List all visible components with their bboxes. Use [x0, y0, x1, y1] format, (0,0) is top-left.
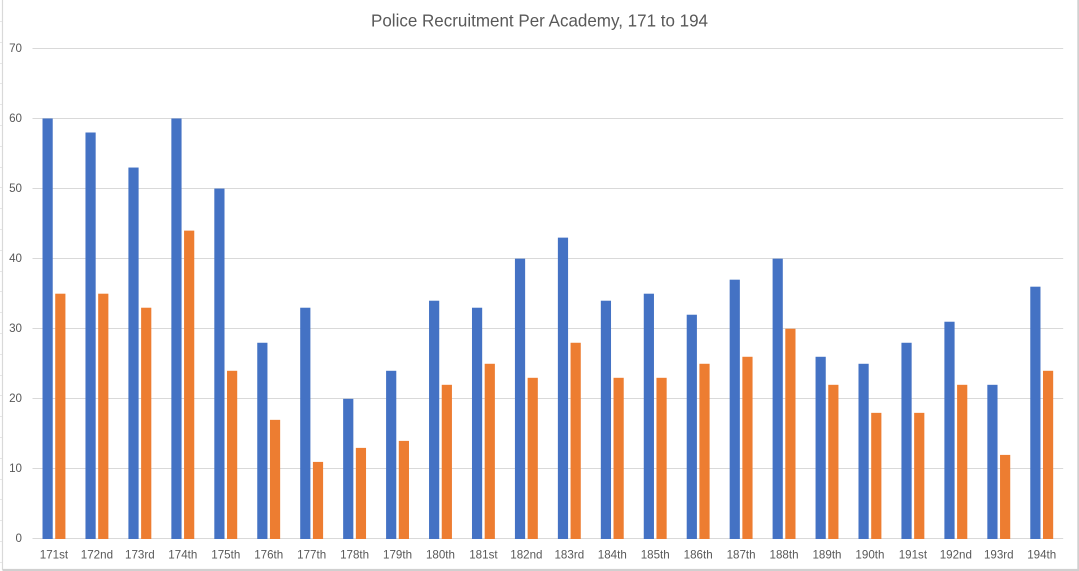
svg-text:188th: 188th — [770, 548, 799, 561]
svg-text:Police Recruitment Per Academy: Police Recruitment Per Academy, 171 to 1… — [371, 11, 708, 31]
svg-text:40: 40 — [9, 252, 22, 265]
svg-text:172nd: 172nd — [81, 548, 113, 561]
svg-text:181st: 181st — [469, 548, 498, 561]
svg-text:180th: 180th — [426, 548, 455, 561]
svg-text:178th: 178th — [340, 548, 369, 561]
svg-text:30: 30 — [9, 322, 22, 335]
svg-text:184th: 184th — [598, 548, 627, 561]
svg-text:189th: 189th — [812, 548, 841, 561]
svg-text:190th: 190th — [855, 548, 884, 561]
svg-text:183rd: 183rd — [554, 548, 584, 561]
svg-text:50: 50 — [9, 182, 22, 195]
svg-text:171st: 171st — [40, 548, 69, 561]
svg-text:191st: 191st — [899, 548, 928, 561]
svg-text:193rd: 193rd — [984, 548, 1014, 561]
svg-text:182nd: 182nd — [510, 548, 542, 561]
svg-text:174th: 174th — [168, 548, 197, 561]
svg-text:192nd: 192nd — [940, 548, 972, 561]
svg-text:186th: 186th — [684, 548, 713, 561]
svg-text:175th: 175th — [211, 548, 240, 561]
svg-text:187th: 187th — [727, 548, 756, 561]
svg-text:0: 0 — [16, 532, 22, 545]
svg-text:60: 60 — [9, 112, 22, 125]
svg-text:20: 20 — [9, 392, 22, 405]
svg-text:194th: 194th — [1027, 548, 1056, 561]
svg-text:185th: 185th — [641, 548, 670, 561]
svg-text:173rd: 173rd — [125, 548, 155, 561]
svg-text:10: 10 — [9, 462, 22, 475]
svg-text:176th: 176th — [254, 548, 283, 561]
svg-text:177th: 177th — [297, 548, 326, 561]
svg-text:179th: 179th — [383, 548, 412, 561]
svg-text:70: 70 — [9, 42, 22, 55]
